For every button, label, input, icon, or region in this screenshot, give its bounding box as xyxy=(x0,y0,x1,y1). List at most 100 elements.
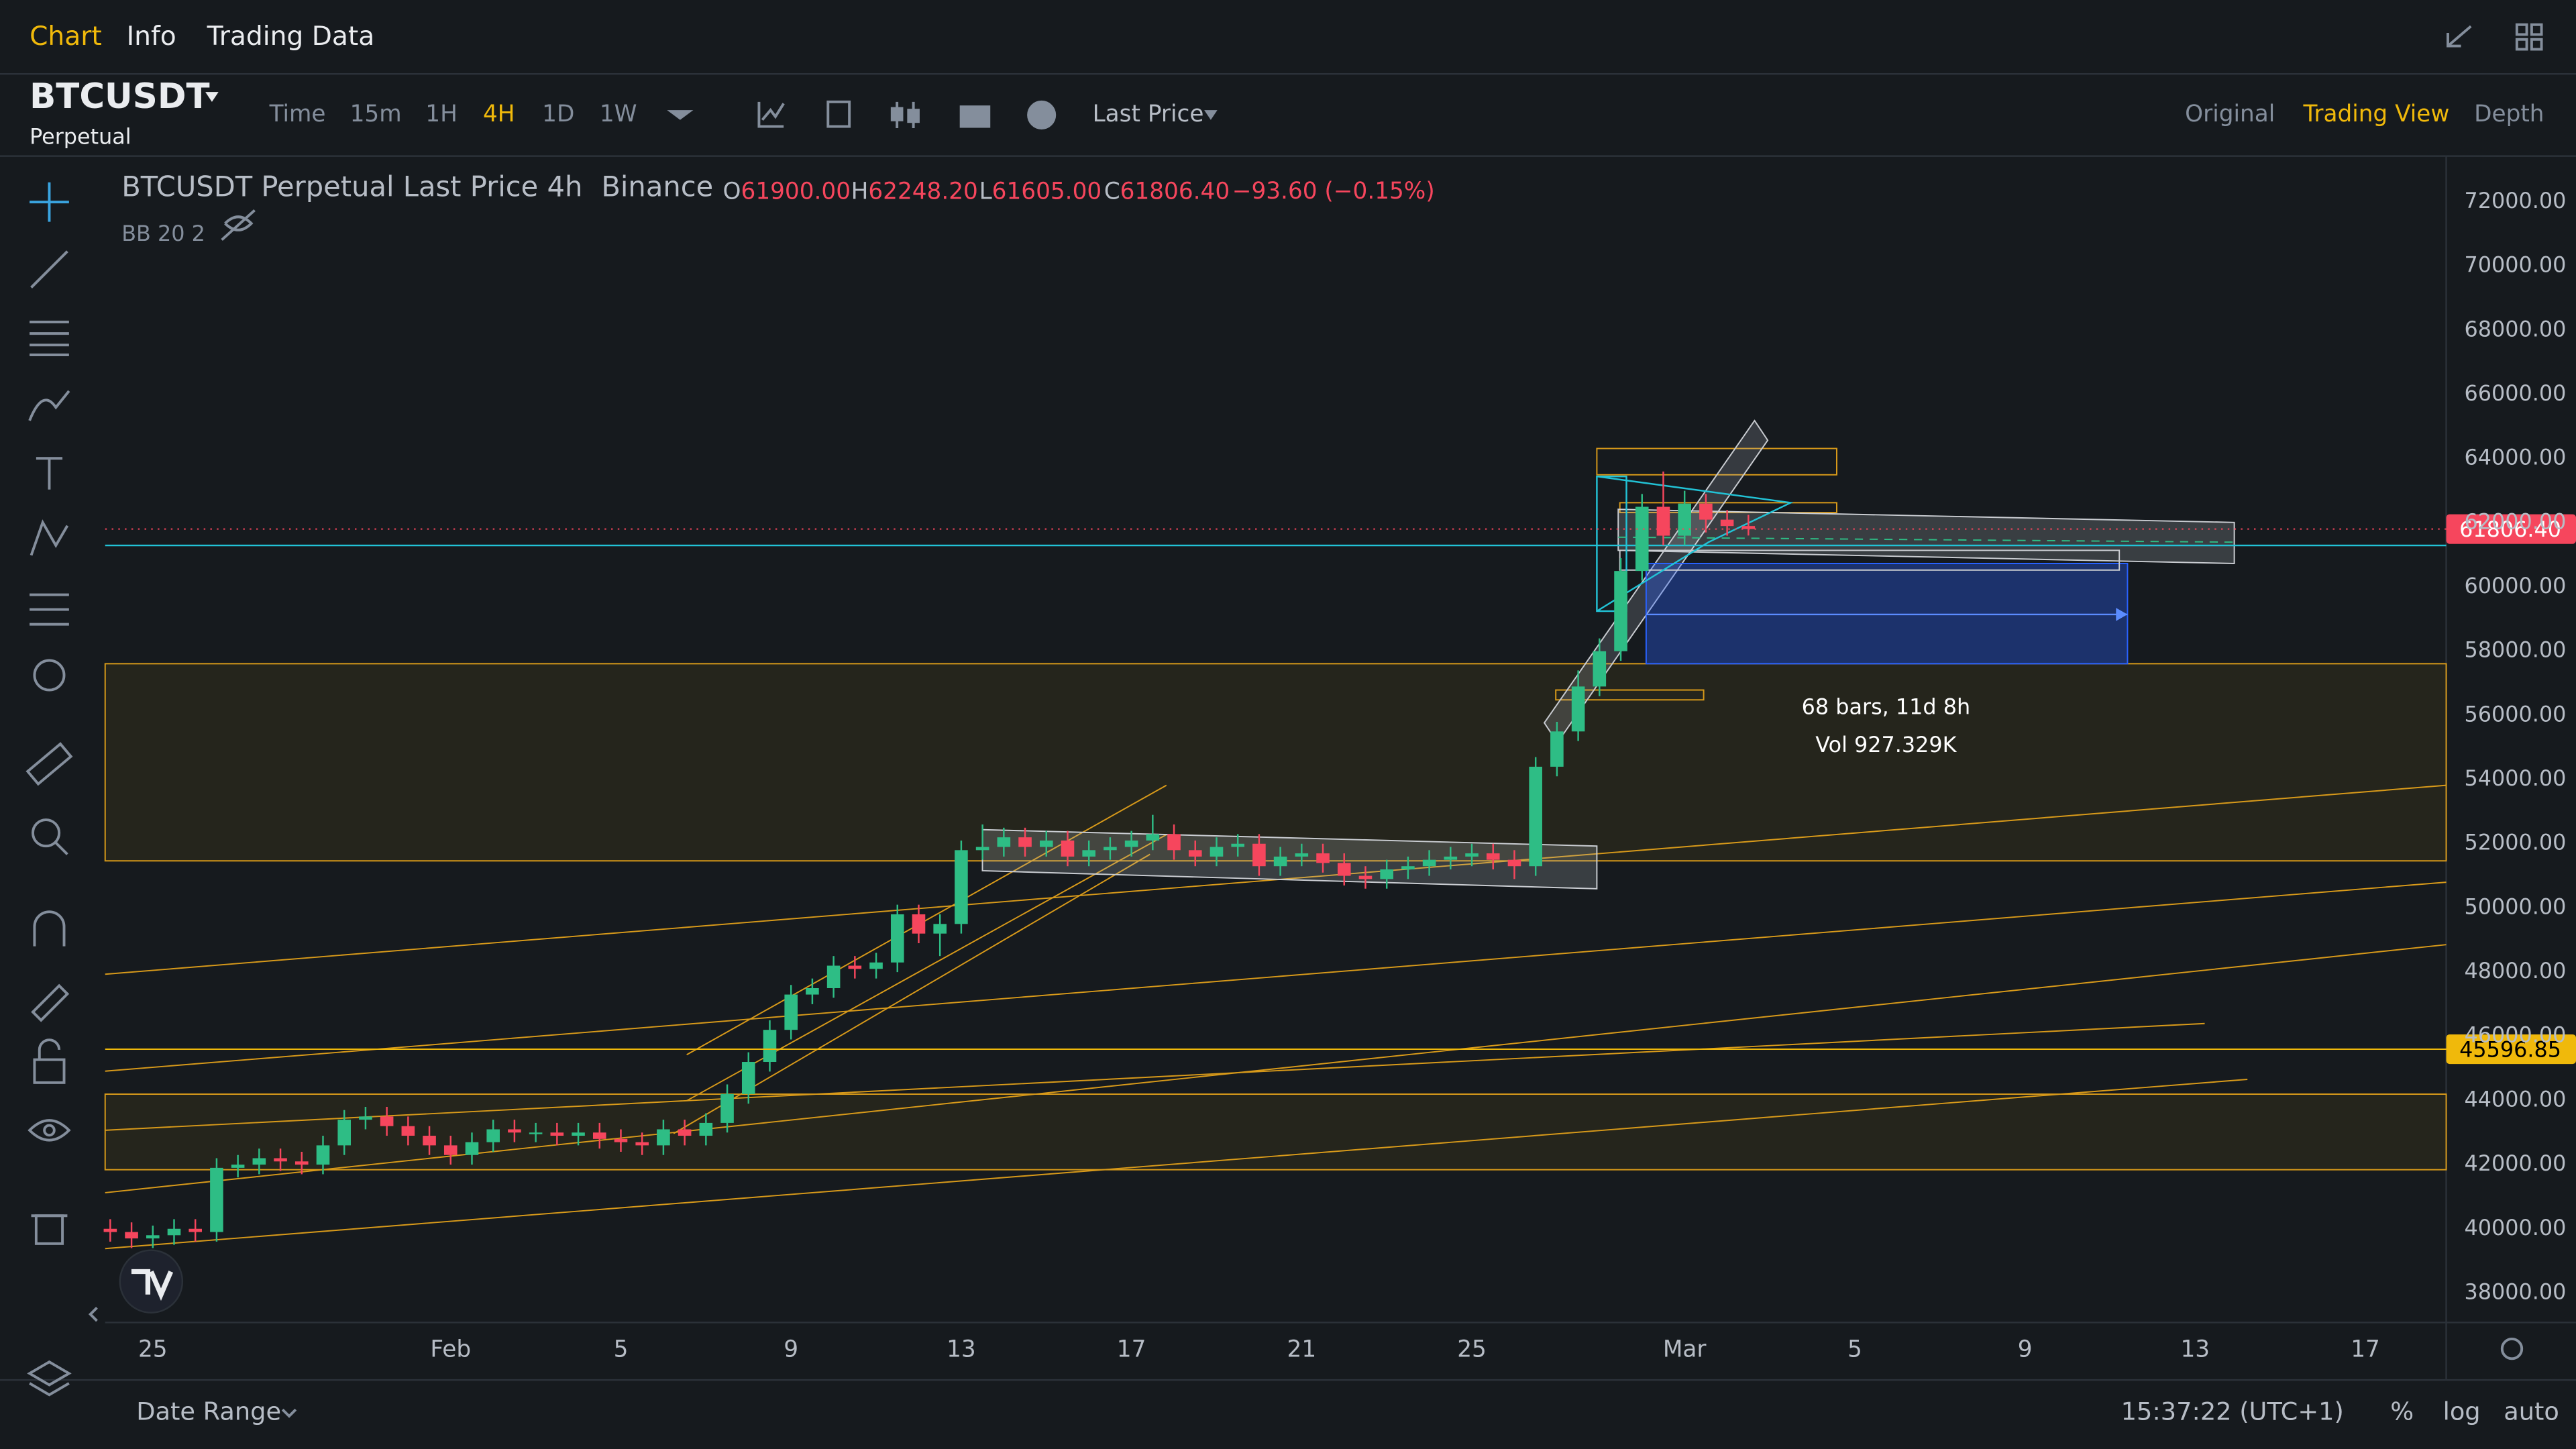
candle-body xyxy=(1295,853,1309,857)
candle-body xyxy=(1146,834,1160,841)
candle-body xyxy=(1720,519,1734,527)
y-tick-label: 42000.00 xyxy=(2464,1150,2566,1176)
x-tick-label: 25 xyxy=(1457,1336,1487,1363)
texts: Chart Info Trading Data BTCUSDT Perpetual Tim… xyxy=(30,21,2566,1426)
interval-button[interactable]: 4H xyxy=(483,101,515,127)
price-lines: 61806.40 45596.85 xyxy=(105,514,2576,1065)
chart-drawings-part xyxy=(104,1093,2447,1171)
interval-button[interactable]: 15m xyxy=(350,101,402,127)
price-tag-label: 61806.40 xyxy=(2459,517,2561,542)
view-tab[interactable]: Depth xyxy=(2474,101,2544,127)
price-type[interactable]: Last Price xyxy=(1093,101,1204,127)
chart-drawings-part-part xyxy=(1596,475,1794,612)
top-icons-part xyxy=(2530,23,2543,36)
chart-drawings-part xyxy=(105,475,2447,612)
drawing-toolbar-part xyxy=(33,1058,66,1084)
scale-option[interactable]: % xyxy=(2390,1397,2414,1426)
x-tick-label: 9 xyxy=(784,1336,798,1363)
chart-drawings-part-part xyxy=(1596,475,1627,612)
x-tick-label: 5 xyxy=(614,1336,629,1363)
y-tick-label: 60000.00 xyxy=(2464,573,2566,598)
nav-tab[interactable]: Trading Data xyxy=(207,21,375,52)
top-icons-part xyxy=(2500,1337,2524,1360)
y-tick-label: 72000.00 xyxy=(2464,188,2566,213)
top-icons-part xyxy=(2515,23,2528,36)
candle-body xyxy=(826,965,841,988)
candle-body xyxy=(572,1132,585,1136)
candle-body xyxy=(720,1093,734,1123)
candle-body xyxy=(869,962,883,969)
ohlc-item: O61900.00 xyxy=(723,178,851,205)
clock: 15:37:22 (UTC+1) xyxy=(2121,1397,2344,1426)
candle-body xyxy=(103,1228,117,1232)
price-tag xyxy=(2446,1034,2576,1065)
y-tick-label: 54000.00 xyxy=(2464,765,2566,791)
date-range[interactable]: Date Range xyxy=(136,1397,281,1426)
candle-body xyxy=(955,850,968,924)
candle-body xyxy=(316,1145,330,1165)
candle-body xyxy=(806,987,819,995)
candle-body xyxy=(337,1120,351,1146)
candle-body xyxy=(380,1116,394,1126)
drawing-toolbar-part xyxy=(30,519,69,556)
legend-title: BTCUSDT Perpetual Last Price xyxy=(121,170,538,203)
x-tick-label: 9 xyxy=(2018,1336,2033,1363)
candle-body xyxy=(1486,853,1500,860)
candle-body xyxy=(699,1122,713,1136)
ohlc-value: 62248.20 xyxy=(868,178,978,205)
interval-button[interactable]: Time xyxy=(269,101,326,127)
candle-body xyxy=(529,1132,543,1134)
candle-body xyxy=(486,1129,500,1142)
top-icons-part xyxy=(281,1408,297,1418)
view-tab[interactable]: Trading View xyxy=(2302,101,2449,127)
chart-drawings-part xyxy=(2116,608,2128,621)
drawing-toolbar-part xyxy=(31,983,70,1022)
interval-button[interactable]: 1D xyxy=(542,101,574,127)
legend-change: −93.60 (−0.15%) xyxy=(1232,178,1435,205)
x-tick-label: Mar xyxy=(1663,1336,1707,1363)
ohlc-label: L xyxy=(979,178,992,205)
drawing-toolbar-part xyxy=(88,1307,98,1322)
view-tab[interactable]: Original xyxy=(2185,101,2275,127)
ohlc-value: 61900.00 xyxy=(741,178,851,205)
y-tick-label: 52000.00 xyxy=(2464,830,2566,855)
drawing-toolbar-part xyxy=(32,818,61,848)
measure-bars: 68 bars, 11d 8h xyxy=(1802,694,1970,720)
candle-body xyxy=(1571,686,1585,732)
tradingview-logo-part xyxy=(131,1269,174,1301)
candle-body xyxy=(1124,840,1138,847)
contract-type: Perpetual xyxy=(30,124,131,150)
candle-body xyxy=(614,1138,628,1142)
nav-tab[interactable]: Info xyxy=(127,21,176,52)
candle-body xyxy=(1104,847,1117,851)
candle-body xyxy=(912,914,926,934)
candle-body xyxy=(1422,859,1436,867)
candle-body xyxy=(1699,503,1713,520)
scale-option[interactable]: log xyxy=(2443,1397,2481,1426)
candle-body xyxy=(294,1161,309,1165)
candle-body xyxy=(678,1129,692,1136)
top-icons-part xyxy=(221,209,256,241)
candle-body xyxy=(1337,863,1351,876)
top-icons-part xyxy=(890,107,904,121)
scale-option[interactable]: auto xyxy=(2504,1397,2559,1426)
candle-body xyxy=(1252,843,1266,867)
top-icons-part xyxy=(959,105,991,128)
interval-button[interactable]: 1H xyxy=(425,101,458,127)
ohlc-label: C xyxy=(1104,178,1120,205)
y-tick-label: 48000.00 xyxy=(2464,958,2566,983)
candle-body xyxy=(423,1136,436,1146)
y-tick-label: 56000.00 xyxy=(2464,701,2566,727)
candle-body xyxy=(1167,834,1181,851)
y-tick-label: 40000.00 xyxy=(2464,1215,2566,1240)
candle-body xyxy=(784,994,798,1030)
price-tag xyxy=(2446,514,2576,544)
interval-button[interactable]: 1W xyxy=(600,101,637,127)
drawing-toolbar-part xyxy=(28,1119,71,1142)
chart-drawings-part-part xyxy=(105,1022,2205,1131)
chart-drawings-part-part xyxy=(1619,502,1837,514)
candle-body xyxy=(975,847,989,851)
nav-tab[interactable]: Chart xyxy=(30,21,102,52)
